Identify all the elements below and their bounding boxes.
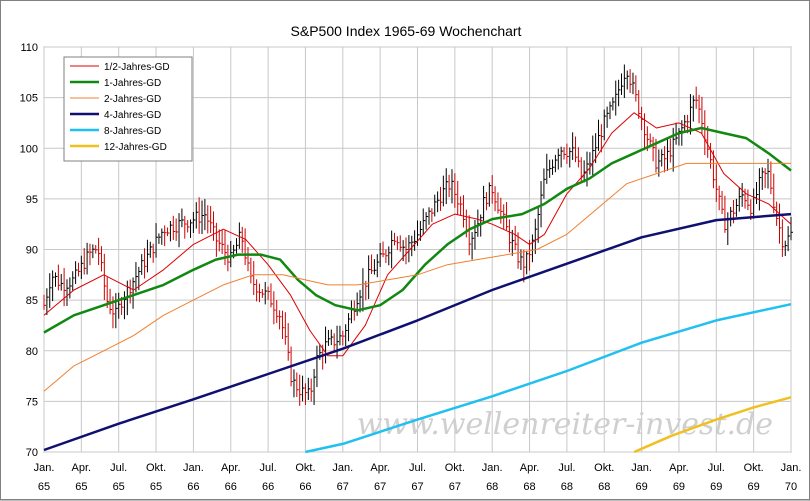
x-tick-label: Apr.	[669, 462, 689, 474]
x-tick-label-year: 68	[523, 481, 535, 493]
x-tick-label: Okt.	[744, 462, 764, 474]
y-tick-label: 75	[26, 396, 38, 408]
moving-averages	[43, 112, 792, 454]
x-tick-label-year: 69	[710, 481, 722, 493]
chart-title: S&P500 Index 1965-69 Wochenchart	[291, 23, 522, 39]
x-tick-label: Okt.	[445, 462, 465, 474]
x-tick-label-year: 67	[449, 481, 461, 493]
series-line	[305, 302, 792, 454]
series-line	[43, 126, 792, 334]
legend-box	[63, 56, 193, 162]
y-tick-label: 85	[26, 295, 38, 307]
axes: 70 75 80 85 90 95 100 105 110 Jan. 65 Apr. 65 Jul. 65 O…	[20, 42, 802, 493]
legend-label: 4-Jahres-GD	[104, 110, 161, 121]
x-tick-label: Okt.	[594, 462, 614, 474]
x-tick-label: Jan.	[482, 462, 503, 474]
x-tick-label-year: 67	[411, 481, 423, 493]
x-tick-label: Jul.	[558, 462, 575, 474]
x-tick-label: Okt.	[295, 462, 315, 474]
y-tick-label: 80	[26, 346, 38, 358]
x-tick-label-year: 69	[635, 481, 647, 493]
legend-label: 1-Jahres-GD	[104, 78, 161, 89]
x-tick-label-year: 67	[374, 481, 386, 493]
x-tick-label-year: 66	[299, 481, 311, 493]
x-tick-label-year: 68	[598, 481, 610, 493]
x-tick-label: Jul.	[260, 462, 277, 474]
legend: 1/2-Jahres-GD 1-Jahres-GD 2-Jahres-GD 4-Jah…	[63, 56, 193, 162]
x-tick-label-year: 69	[673, 481, 685, 493]
x-tick-label: Jan.	[781, 462, 802, 474]
legend-label: 2-Jahres-GD	[104, 94, 161, 105]
x-tick-label-year: 68	[486, 481, 498, 493]
legend-label: 12-Jahres-GD	[104, 142, 167, 153]
y-tick-label: 90	[26, 245, 38, 257]
x-tick-label-year: 66	[262, 481, 274, 493]
x-tick-label-year: 66	[225, 481, 237, 493]
x-tick-label: Okt.	[146, 462, 166, 474]
x-tick-label: Jan.	[332, 462, 353, 474]
y-tick-label: 105	[20, 93, 38, 105]
x-tick-label: Apr.	[370, 462, 390, 474]
series-line	[43, 162, 791, 392]
x-tick-label: Apr.	[72, 462, 92, 474]
price-bars	[43, 64, 793, 406]
series-line	[43, 112, 792, 357]
x-tick-label: Jan.	[34, 462, 55, 474]
watermark: www.wellenreiter-invest.de	[357, 407, 773, 442]
x-tick-label: Jan.	[631, 462, 652, 474]
x-tick-label: Jul.	[110, 462, 127, 474]
x-tick-label-year: 67	[337, 481, 349, 493]
legend-label: 8-Jahres-GD	[104, 126, 161, 137]
x-tick-label: Jul.	[708, 462, 725, 474]
x-tick-label: Jul.	[409, 462, 426, 474]
x-tick-label-year: 69	[748, 481, 760, 493]
x-tick-label-year: 70	[785, 481, 797, 493]
y-tick-label: 95	[26, 194, 38, 206]
series-line	[43, 212, 792, 452]
x-tick-label: Apr.	[221, 462, 241, 474]
x-tick-label: Apr.	[520, 462, 540, 474]
y-tick-label: 100	[20, 143, 38, 155]
y-tick-label: 70	[26, 447, 38, 459]
x-tick-label-year: 68	[561, 481, 573, 493]
x-tick-label: Jan.	[183, 462, 204, 474]
x-tick-label-year: 66	[187, 481, 199, 493]
series-line	[633, 396, 792, 454]
x-tick-label-year: 65	[150, 481, 162, 493]
y-tick-label: 110	[20, 42, 38, 54]
x-tick-label-year: 65	[113, 481, 125, 493]
x-tick-label-year: 65	[75, 481, 87, 493]
legend-label: 1/2-Jahres-GD	[104, 62, 170, 73]
x-tick-label-year: 65	[38, 481, 50, 493]
